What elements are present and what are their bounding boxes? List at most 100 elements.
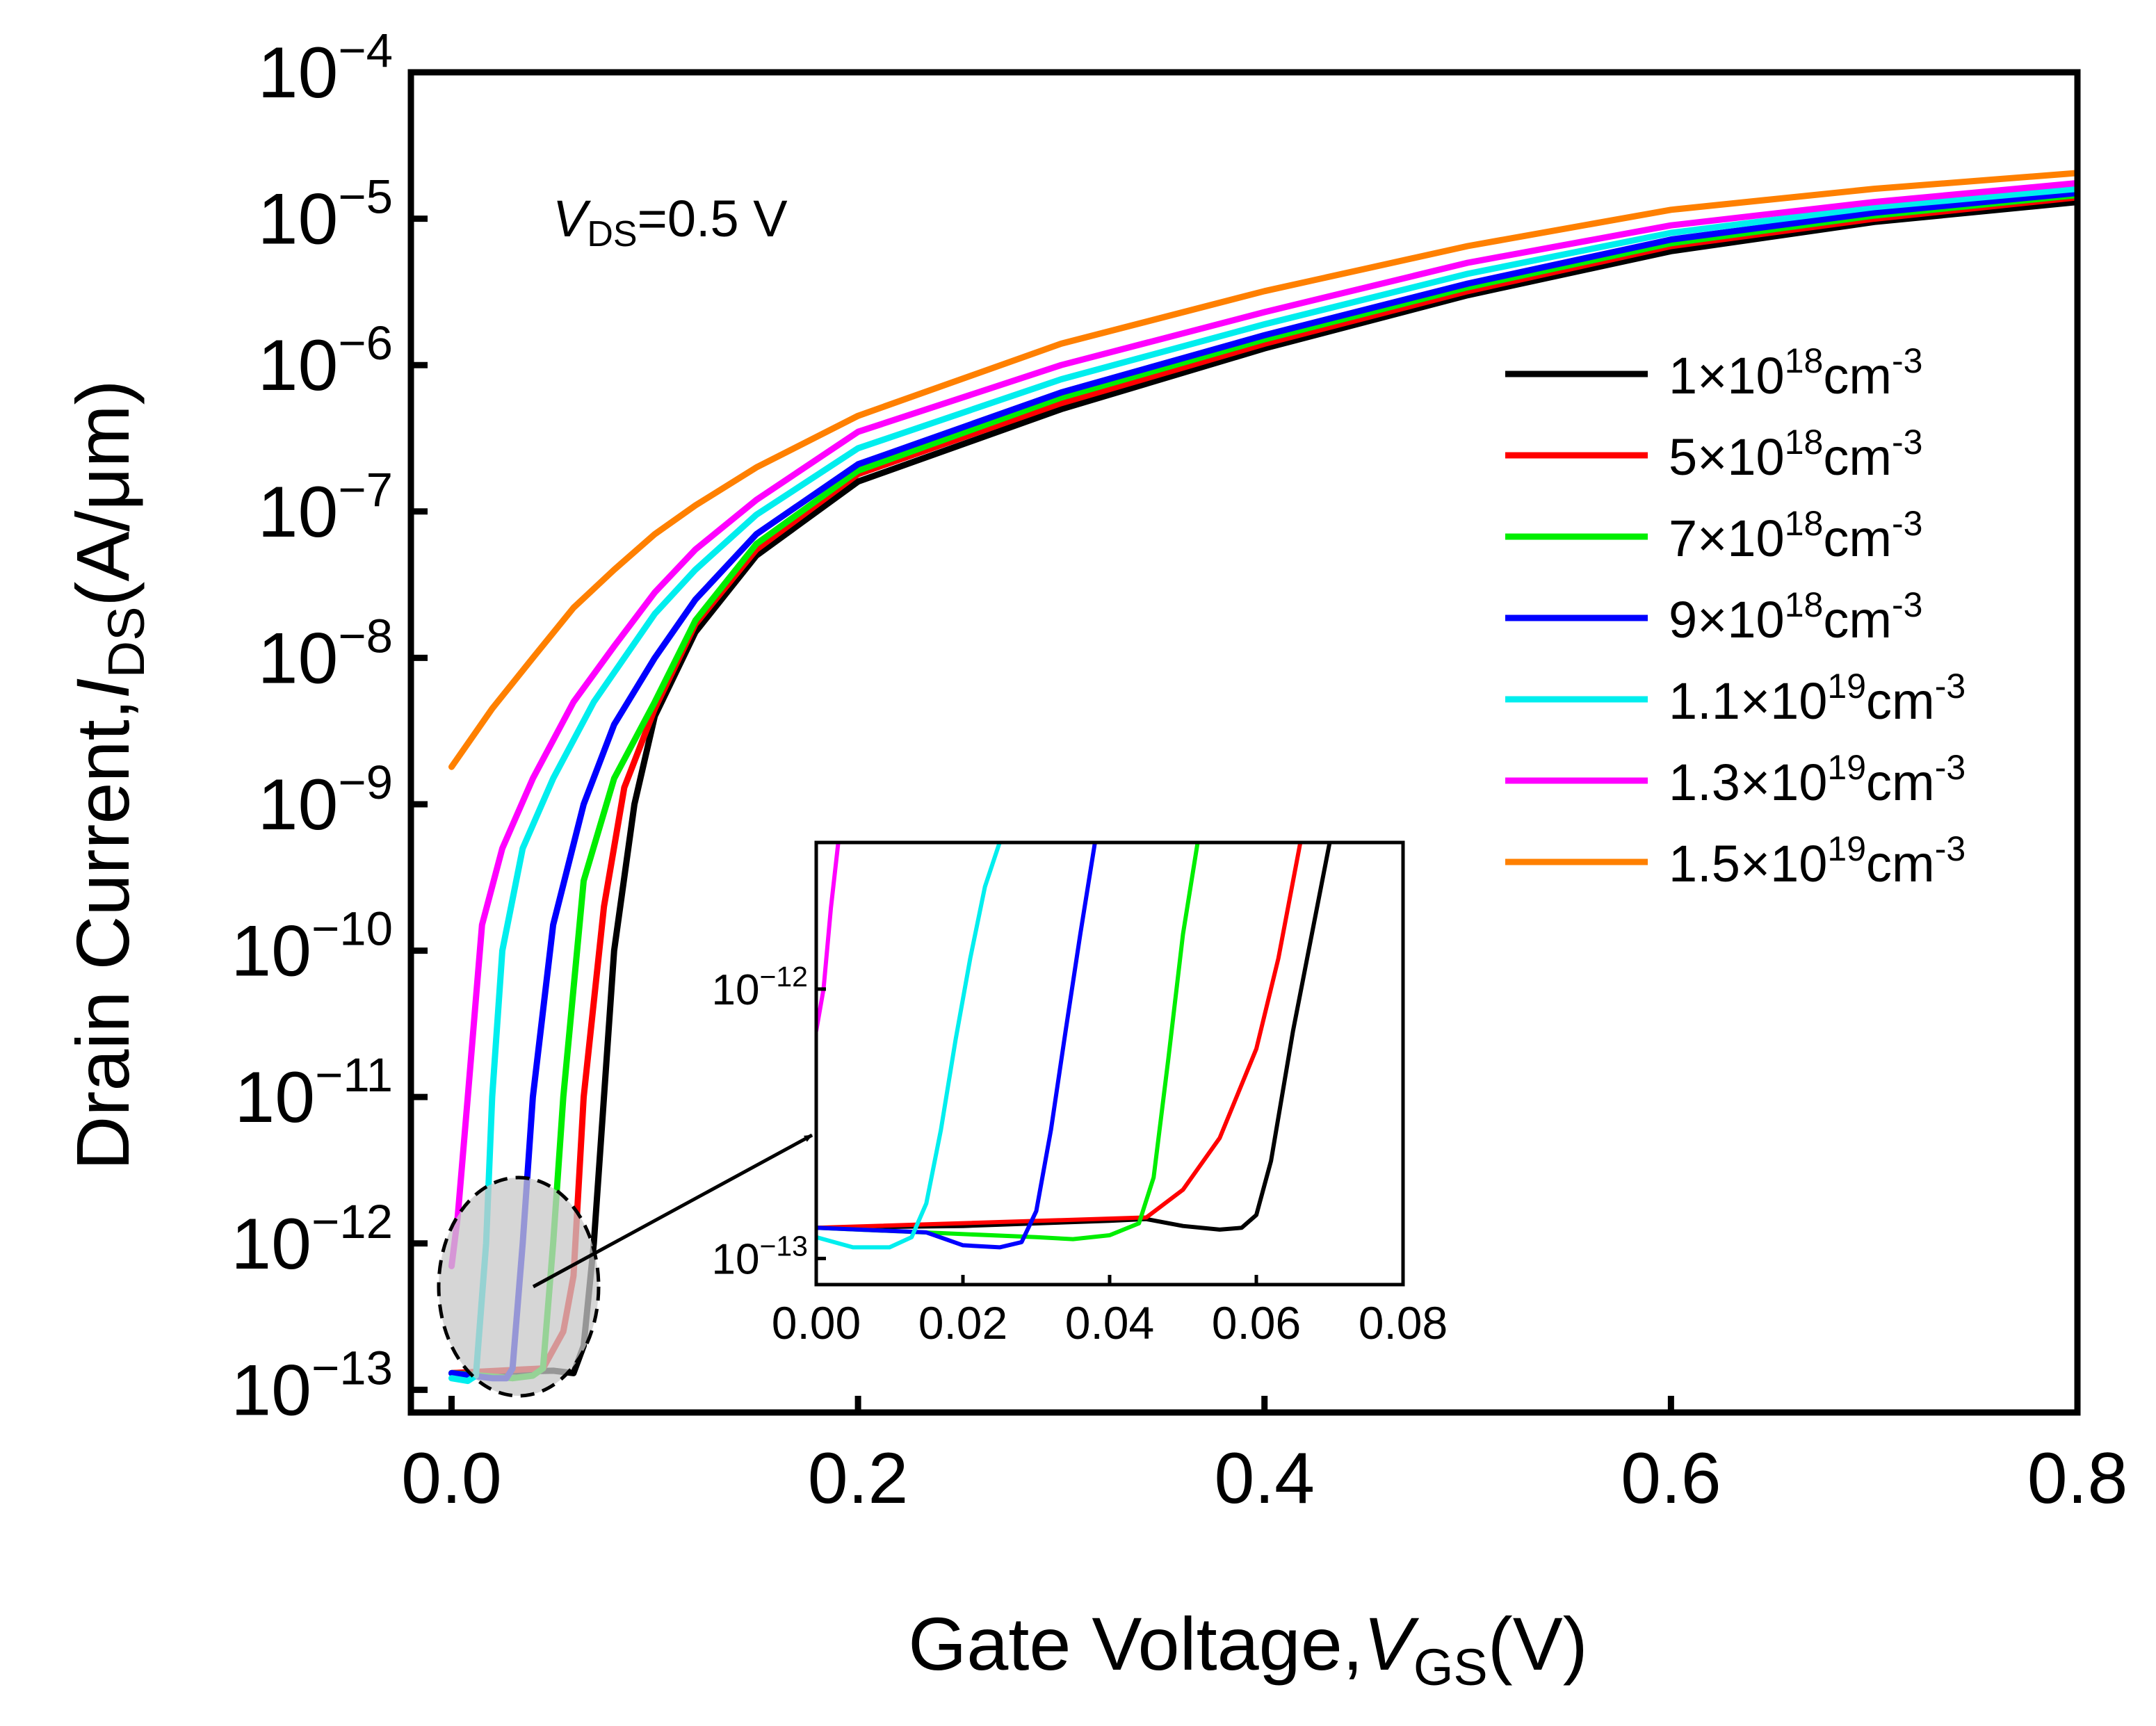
inset-series-line-5 [816,842,841,1033]
legend-label-0-unit-exp: -3 [1892,341,1922,380]
legend-label-3-unit-exp: -3 [1892,585,1922,624]
main-plot-frame [407,69,2081,1416]
y-tick-label-9: 10−4 [258,24,393,113]
legend-label-2: 7×1018cm-3 [1669,504,1922,567]
x-axis-title-unit: (V) [1488,1602,1588,1686]
y-tick-label-8: 10−5 [258,170,393,260]
x-axis-title: Gate Voltage,VGS(V) [908,1602,1587,1696]
legend-label-5-unit: cm [1866,754,1935,811]
y-tick-label-0: 10−13 [231,1341,393,1431]
legend-label-1: 5×1018cm-3 [1669,423,1922,486]
y-tick-label-4: 10−9 [258,756,393,845]
legend-label-1-unit: cm [1823,428,1892,486]
x-axis-title-sub: GS [1413,1638,1488,1696]
y-tick-label-5: 10−8 [258,609,393,699]
inset-x-tick-label-4: 0.08 [1359,1297,1448,1349]
inset-series-line-0 [816,842,1332,1232]
legend-label-3-unit: cm [1823,591,1892,649]
y-tick-label-0-base: 10 [231,1350,311,1431]
y-tick-label-3: 10−10 [231,902,393,992]
legend-label-6-unit: cm [1866,835,1935,893]
legend-label-3: 9×1018cm-3 [1669,585,1922,649]
legend-label-4-unit-exp: -3 [1935,667,1965,706]
y-tick-label-7-base: 10 [258,325,339,406]
series-line-6 [448,170,2077,770]
y-tick-label-6-base: 10 [258,472,339,553]
y-tick-label-5-base: 10 [258,618,339,699]
inset-y-tick-label-0-exp: −13 [759,1230,808,1262]
y-tick-label-9-base: 10 [258,33,339,113]
legend-label-4-unit: cm [1866,672,1935,730]
legend-label-1-unit-exp: -3 [1892,423,1922,462]
legend-label-5-name: 1.3×10 [1669,754,1827,811]
inset-y-tick-label-0-base: 10 [711,1235,759,1283]
y-axis-title: Drain Current,IDS(A/μm) [60,380,155,1170]
y-tick-label-0-exp: −13 [311,1341,393,1394]
vds-annotation-text: =0.5 V [638,190,788,247]
legend-label-0-name: 1×10 [1669,347,1785,405]
y-tick-label-3-base: 10 [231,911,311,992]
inset-y-tick-label-0: 10−13 [711,1230,808,1283]
legend: 1×1018cm-35×1018cm-37×1018cm-39×1018cm-3… [1505,341,1965,893]
y-tick-label-2-base: 10 [234,1057,315,1138]
inset-y-tick-label-1: 10−12 [711,961,808,1014]
x-tick-label-2: 0.4 [1214,1438,1315,1519]
y-tick-label-6-exp: −7 [338,463,393,516]
legend-label-1-name: 5×10 [1669,428,1785,486]
x-axis-title-main: Gate Voltage, [908,1602,1363,1686]
inset-series-line-3 [816,842,1097,1250]
y-axis-title-unit: (A/μm) [60,380,145,606]
legend-label-5-exp: 19 [1827,748,1866,787]
legend-label-6: 1.5×1019cm-3 [1669,829,1965,893]
inset-series-group [816,842,1332,1250]
y-tick-label-1-base: 10 [231,1204,311,1285]
vds-annotation-var: V [553,190,592,247]
y-tick-label-1-exp: −12 [311,1195,393,1248]
inset-x-tick-label-3: 0.06 [1212,1297,1301,1349]
legend-label-6-exp: 19 [1827,829,1866,868]
legend-label-5: 1.3×1019cm-3 [1669,748,1965,811]
vds-annotation: VDS=0.5 V [553,190,788,254]
y-tick-label-7: 10−6 [258,316,393,406]
zoom-region-ellipse [437,1175,601,1398]
legend-label-1-exp: 18 [1785,423,1824,462]
series-line-5 [448,179,2077,1269]
y-tick-label-3-exp: −10 [311,902,393,956]
y-tick-label-5-exp: −8 [338,609,393,662]
y-axis-title-var: I [60,678,145,699]
legend-label-2-unit-exp: -3 [1892,504,1922,543]
y-tick-label-2-exp: −11 [315,1048,393,1102]
legend-label-6-unit-exp: -3 [1935,829,1965,868]
legend-label-0-exp: 18 [1785,341,1824,380]
y-tick-label-1: 10−12 [231,1195,393,1285]
x-tick-label-3: 0.6 [1621,1438,1721,1519]
y-tick-label-4-exp: −9 [338,756,393,809]
legend-label-0: 1×1018cm-3 [1669,341,1922,405]
inset-series-line-4 [816,842,1002,1250]
y-tick-label-9-exp: −4 [338,24,393,77]
inset-y-tick-label-1-base: 10 [711,966,759,1014]
main-axes-group: 0.0 0.2 0.4 0.6 0.810−1310−1210−1110−1010−91… [231,24,2127,1519]
vds-annotation-sub: DS [587,214,637,254]
y-tick-label-6: 10−7 [258,463,393,553]
inset-x-tick-label-2: 0.04 [1065,1297,1154,1349]
zoom-arrow [532,1133,813,1289]
y-tick-label-8-exp: −5 [338,170,393,224]
x-tick-label-0: 0.0 [401,1438,502,1519]
y-tick-label-7-exp: −6 [338,316,393,370]
legend-label-2-name: 7×10 [1669,510,1785,567]
y-tick-label-8-base: 10 [258,179,339,260]
legend-label-4-exp: 19 [1827,667,1866,706]
y-axis-title-sub: DS [97,607,155,678]
legend-label-3-exp: 18 [1785,585,1824,624]
y-tick-label-2: 10−11 [234,1048,393,1138]
legend-label-2-unit: cm [1823,510,1892,567]
x-tick-label-1: 0.2 [808,1438,909,1519]
inset-x-tick-label-0: 0.00 [772,1297,861,1349]
y-tick-label-4-base: 10 [258,765,339,845]
inset-background [816,842,1403,1285]
inset-series-line-2 [816,842,1200,1241]
